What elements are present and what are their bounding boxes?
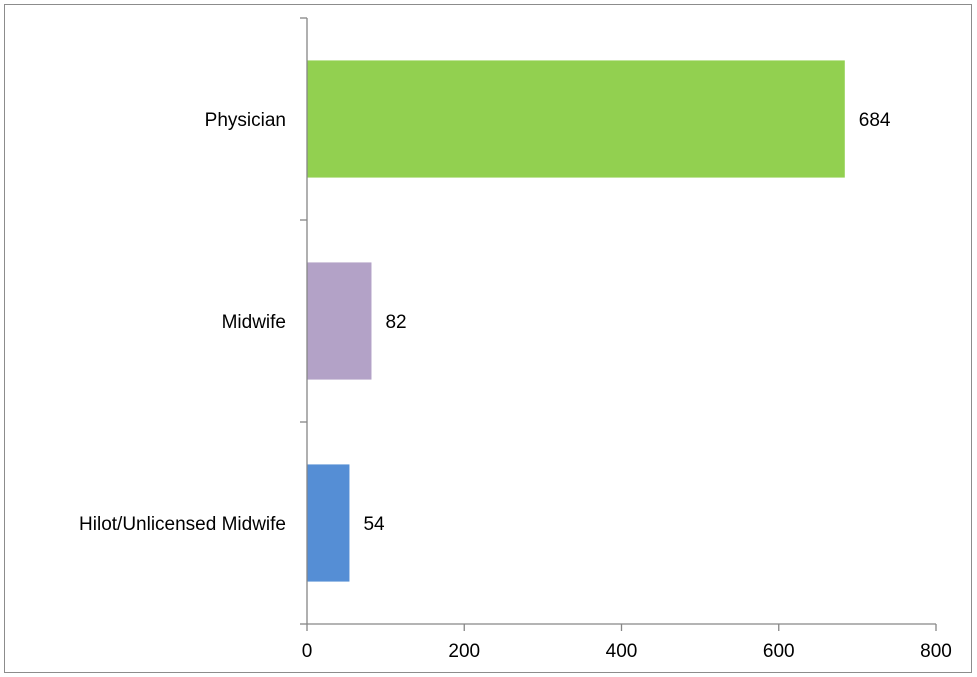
x-tick-label-800: 800 (920, 641, 952, 662)
category-label-physician: Physician (205, 110, 286, 131)
data-label-midwife: 82 (385, 312, 406, 333)
bars-layer (307, 60, 845, 582)
x-tick-label-200: 200 (448, 641, 480, 662)
bar-physician (307, 60, 845, 178)
x-tick-label-600: 600 (763, 641, 795, 662)
labels-layer: Physician 684 Midwife 82 Hilot/Unlicensed Mi… (79, 110, 952, 662)
x-tick-label-400: 400 (606, 641, 638, 662)
category-label-midwife: Midwife (222, 312, 286, 333)
category-label-hilot-unlicensed-midwife: Hilot/Unlicensed Midwife (79, 514, 286, 535)
bar-hilot-unlicensed-midwife (307, 464, 350, 582)
data-label-physician: 684 (859, 110, 891, 131)
data-label-hilot-unlicensed-midwife: 54 (363, 514, 385, 535)
bar-midwife (307, 262, 372, 380)
axes-layer (300, 17, 937, 631)
x-tick-label-0: 0 (302, 641, 313, 662)
